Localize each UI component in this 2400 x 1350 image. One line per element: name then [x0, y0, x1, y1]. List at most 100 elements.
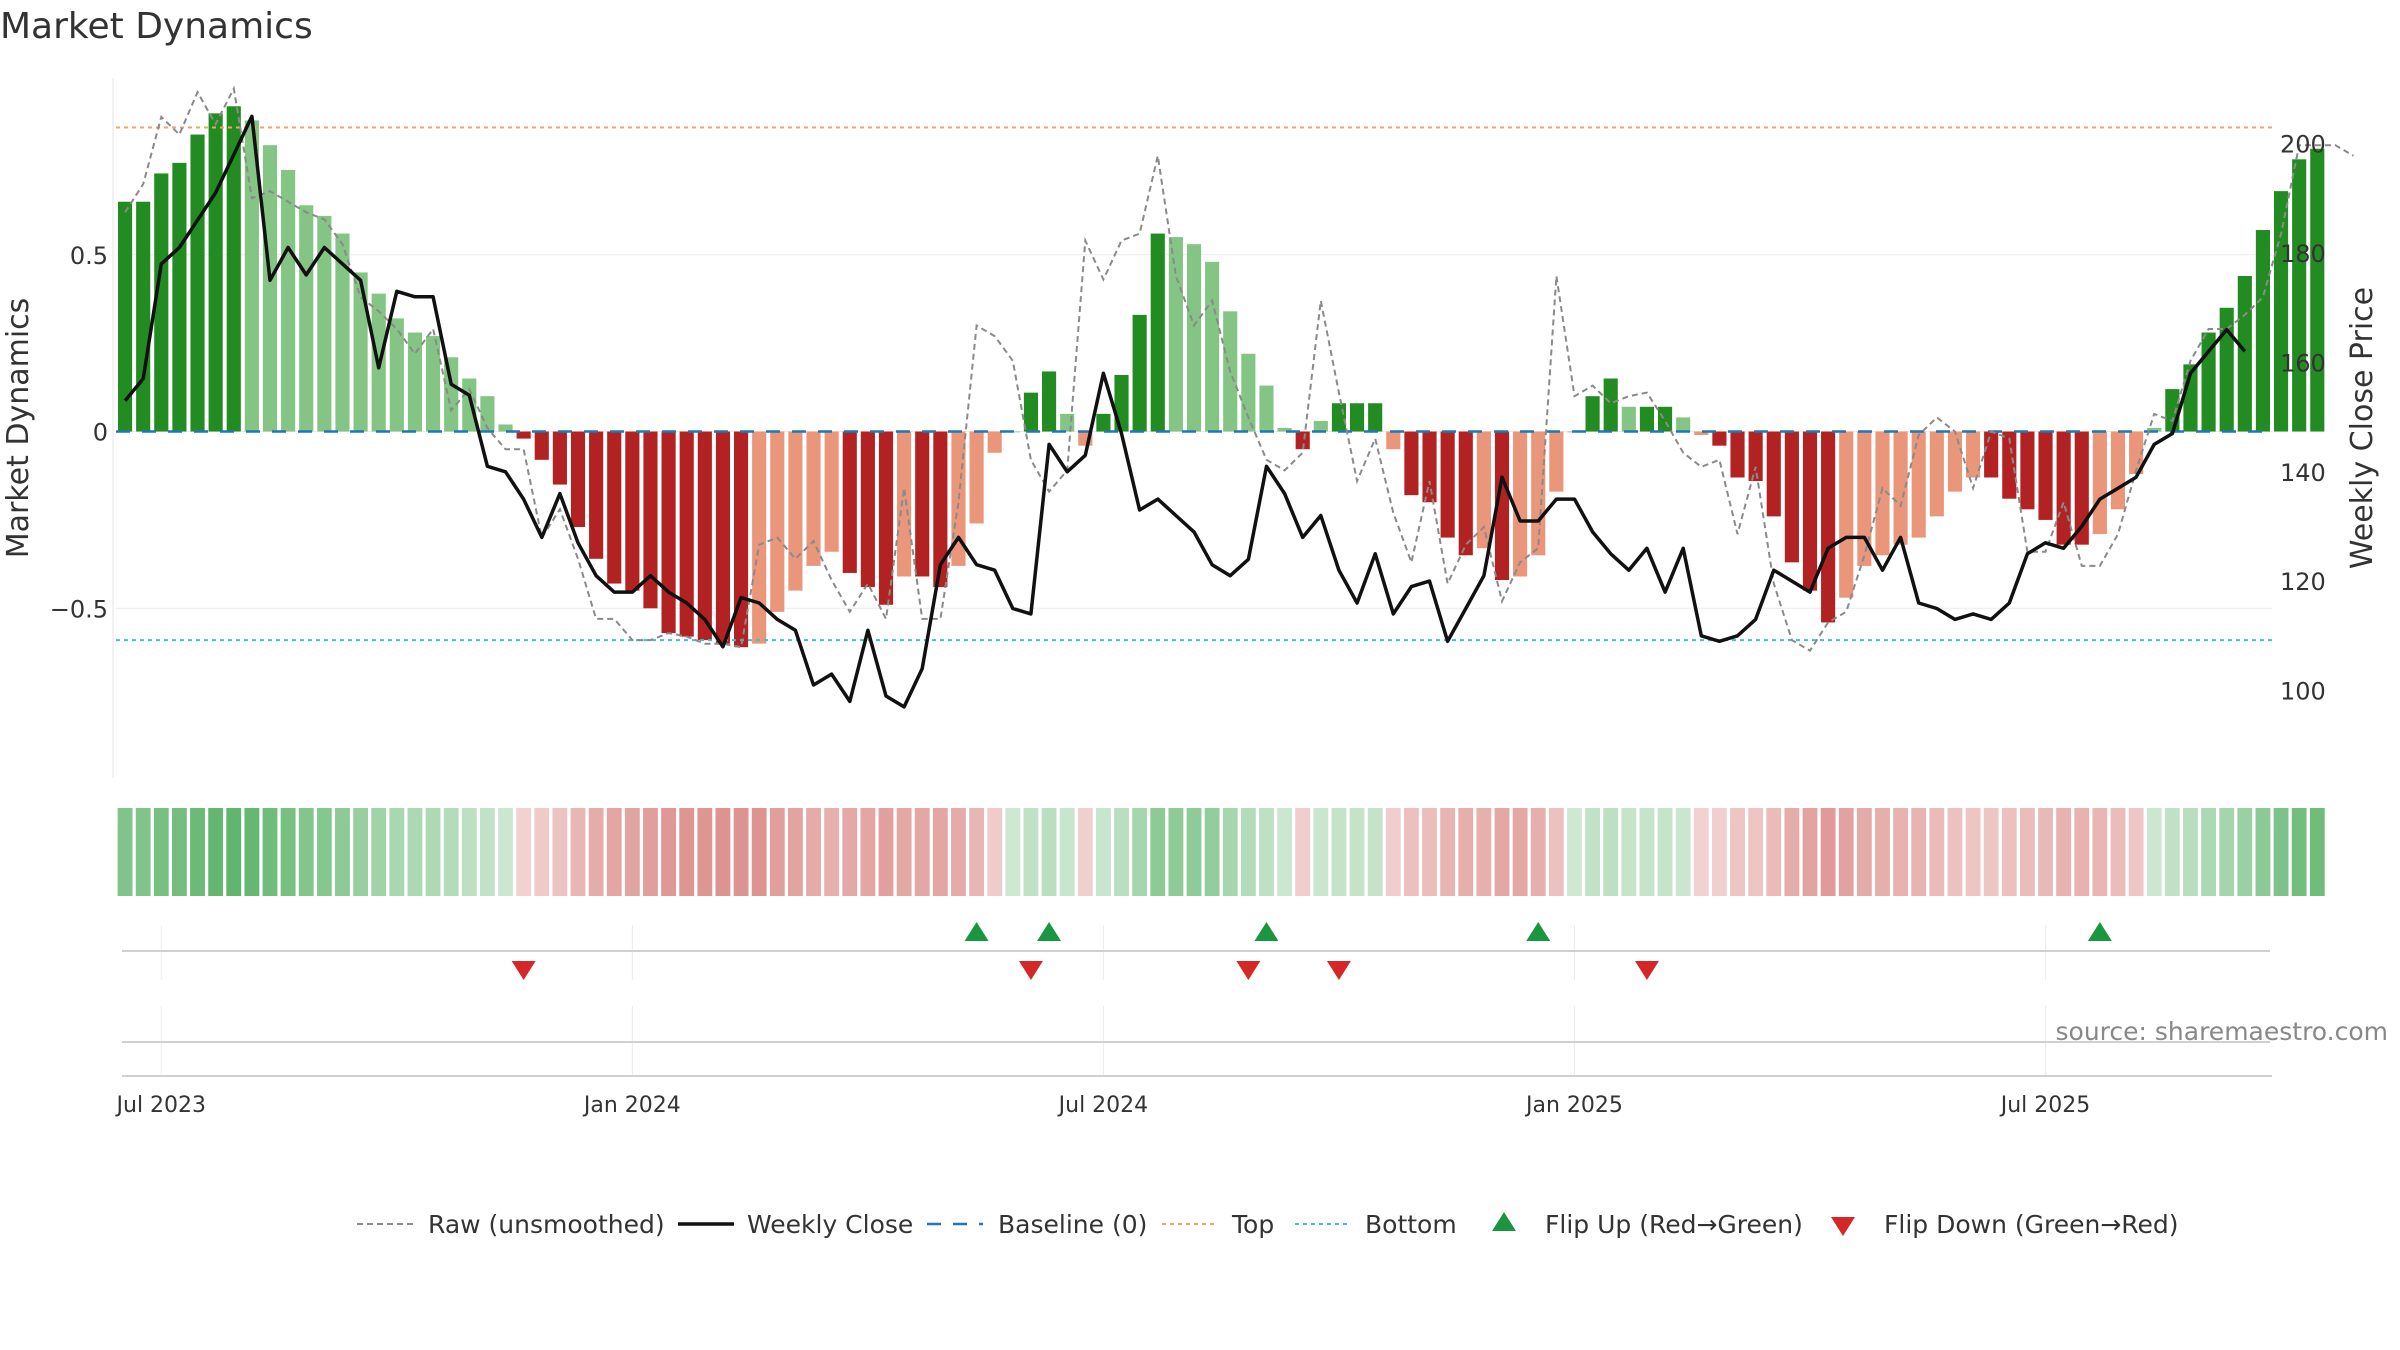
heat-cell-106: [2038, 808, 2053, 896]
heat-cell-77: [1512, 808, 1528, 896]
heat-cell-25: [570, 808, 586, 896]
dynamics-bar-76: [1494, 431, 1510, 581]
heat-cell-16: [407, 808, 423, 896]
dynamics-bar-58: [1168, 237, 1183, 432]
dynamics-bar-84: [1639, 406, 1655, 432]
heat-cell-17: [425, 808, 441, 896]
dynamics-bar-82: [1603, 378, 1618, 432]
dynamics-bar-65: [1295, 431, 1310, 450]
heat-cell-71: [1403, 808, 1419, 896]
heat-cell-22: [516, 808, 532, 896]
heat-cell-94: [1820, 808, 1836, 896]
heat-cell-88: [1711, 808, 1727, 896]
dynamics-bar-109: [2092, 431, 2107, 535]
heat-cell-86: [1675, 808, 1691, 896]
heat-cell-32: [697, 808, 713, 896]
flip-down-marker-0: [511, 961, 536, 980]
dynamics-bar-85: [1657, 406, 1673, 432]
dynamics-bar-28: [625, 431, 640, 591]
heat-cell-112: [2146, 808, 2162, 896]
dynamics-bar-121: [2310, 148, 2325, 432]
right-tick-label-4: 120: [2280, 568, 2326, 596]
heat-cell-59: [1186, 808, 1202, 896]
dynamics-bar-112: [2147, 428, 2162, 432]
heat-cell-117: [2237, 808, 2253, 896]
heat-cell-4: [190, 808, 205, 896]
dynamics-bar-87: [1694, 431, 1709, 436]
dynamics-bar-11: [317, 215, 332, 432]
dynamics-bar-63: [1259, 385, 1274, 432]
dynamics-bar-90: [1748, 431, 1763, 482]
dynamics-bar-113: [2165, 389, 2180, 432]
raw-series-line: [124, 85, 2355, 653]
heat-cell-31: [679, 808, 695, 896]
heat-cell-76: [1494, 808, 1510, 896]
heat-cell-64: [1277, 808, 1293, 896]
heat-cell-33: [715, 808, 731, 896]
dynamics-bar-83: [1621, 406, 1636, 432]
dynamics-bar-33: [715, 431, 731, 644]
legend-label-1: Weekly Close: [747, 1210, 913, 1239]
legend-item-3: Top: [1162, 1210, 1274, 1239]
heat-cell-55: [1114, 808, 1129, 896]
dynamics-bar-45: [933, 431, 948, 588]
dynamics-bar-31: [679, 431, 694, 637]
heat-cell-72: [1422, 808, 1437, 896]
heat-cell-90: [1748, 808, 1764, 896]
dynamics-bar-26: [589, 431, 604, 559]
heat-cell-38: [806, 808, 821, 896]
heat-cell-83: [1621, 808, 1637, 896]
regime-heat-strip: [117, 808, 2325, 896]
heat-cell-85: [1657, 808, 1673, 896]
heat-cell-113: [2164, 808, 2180, 896]
heat-cell-81: [1585, 808, 1601, 896]
heat-cell-109: [2092, 808, 2108, 896]
dynamics-bar-41: [860, 431, 875, 588]
dynamics-bar-75: [1476, 431, 1491, 549]
heat-cell-37: [787, 808, 803, 896]
dynamics-bar-22: [516, 431, 531, 439]
heat-cell-51: [1041, 808, 1057, 896]
heat-cell-14: [371, 808, 387, 896]
dynamics-bar-120: [2292, 159, 2307, 432]
heat-cell-29: [643, 808, 658, 896]
heat-cell-87: [1693, 808, 1709, 896]
heat-cell-97: [1875, 808, 1890, 896]
heat-cell-3: [171, 808, 187, 896]
dynamics-bar-23: [534, 431, 549, 460]
weekly-close-line: [123, 114, 2247, 709]
dynamics-bar-0: [117, 201, 133, 432]
dynamics-bar-117: [2237, 275, 2252, 432]
dynamics-bar-78: [1531, 431, 1546, 556]
heat-cell-39: [824, 808, 840, 896]
dynamics-bar-5: [208, 113, 223, 432]
heat-cell-120: [2291, 808, 2307, 896]
dynamics-bar-10: [299, 205, 314, 432]
heat-cell-73: [1440, 808, 1456, 896]
legend: Raw (unsmoothed) Weekly Close Baseline (0)…: [357, 1210, 2179, 1239]
heat-cell-8: [262, 808, 278, 896]
dynamics-bar-38: [806, 431, 821, 566]
heat-cell-12: [335, 808, 350, 896]
dynamics-bar-47: [969, 431, 984, 524]
legend-label-6: Flip Down (Green→Red): [1884, 1210, 2179, 1239]
dynamics-bar-93: [1802, 431, 1818, 591]
dynamics-bar-71: [1404, 431, 1419, 496]
dynamics-bar-39: [824, 431, 839, 552]
dynamics-bar-24: [552, 431, 567, 485]
dynamics-bar-37: [788, 431, 803, 591]
x-axis-ticks: Jul 2023 Jan 2024 Jul 2024 Jan 2025 Jul 2025: [115, 1093, 2091, 1118]
legend-label-5: Flip Up (Red→Green): [1545, 1210, 1803, 1239]
flip-down-marker-4: [1634, 961, 1659, 980]
dynamics-bar-81: [1585, 396, 1600, 432]
heat-cell-26: [588, 808, 604, 896]
heat-cell-93: [1802, 808, 1818, 896]
heat-cell-92: [1784, 808, 1800, 896]
left-y-ticks: 0.5 0 −0.5: [50, 242, 108, 624]
heat-cell-96: [1856, 808, 1872, 896]
heat-cell-110: [2110, 808, 2126, 896]
dynamics-bar-8: [262, 145, 278, 432]
heat-cell-68: [1349, 808, 1365, 896]
legend-label-3: Top: [1231, 1210, 1274, 1239]
heat-cell-74: [1458, 808, 1474, 896]
